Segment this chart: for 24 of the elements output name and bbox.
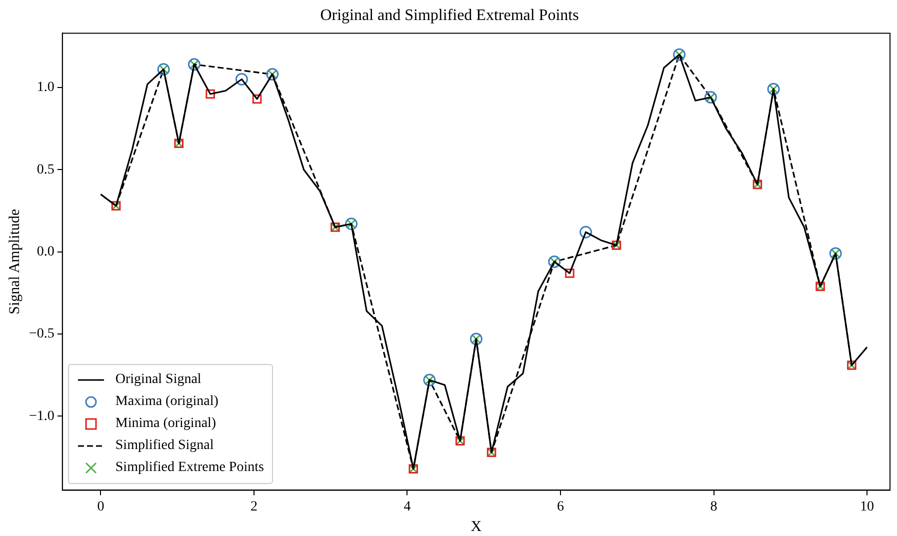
legend-label: Original Signal (115, 371, 202, 390)
x-tick-label: 0 (97, 499, 104, 514)
point (252, 94, 262, 104)
chart-title: Original and Simplified Extremal Points (320, 6, 579, 24)
x-tick-label: 2 (250, 499, 258, 514)
y-tick-label: −0.5 (28, 326, 54, 342)
point (580, 226, 592, 238)
legend-label: Simplified Signal (115, 437, 214, 456)
y-tick-label: 0.5 (36, 162, 54, 178)
point (235, 72, 248, 86)
y-tick-label: −1.0 (28, 408, 54, 424)
x-tick-label: 4 (404, 499, 411, 514)
legend-label: Minima (original) (115, 415, 216, 434)
x-axis-title: X (470, 518, 482, 535)
x-tick-label: 10 (860, 499, 874, 514)
x-tick-label: 8 (710, 499, 718, 514)
legend-label: Simplified Extreme Points (115, 459, 264, 478)
y-axis-title: Signal Amplitude (6, 208, 23, 314)
y-tick-label: 0.0 (36, 244, 54, 260)
x-tick-label: 6 (556, 499, 564, 514)
y-tick-label: 1.0 (36, 80, 54, 96)
point (565, 268, 574, 278)
legend-label: Maxima (original) (115, 393, 218, 412)
point (206, 89, 215, 99)
